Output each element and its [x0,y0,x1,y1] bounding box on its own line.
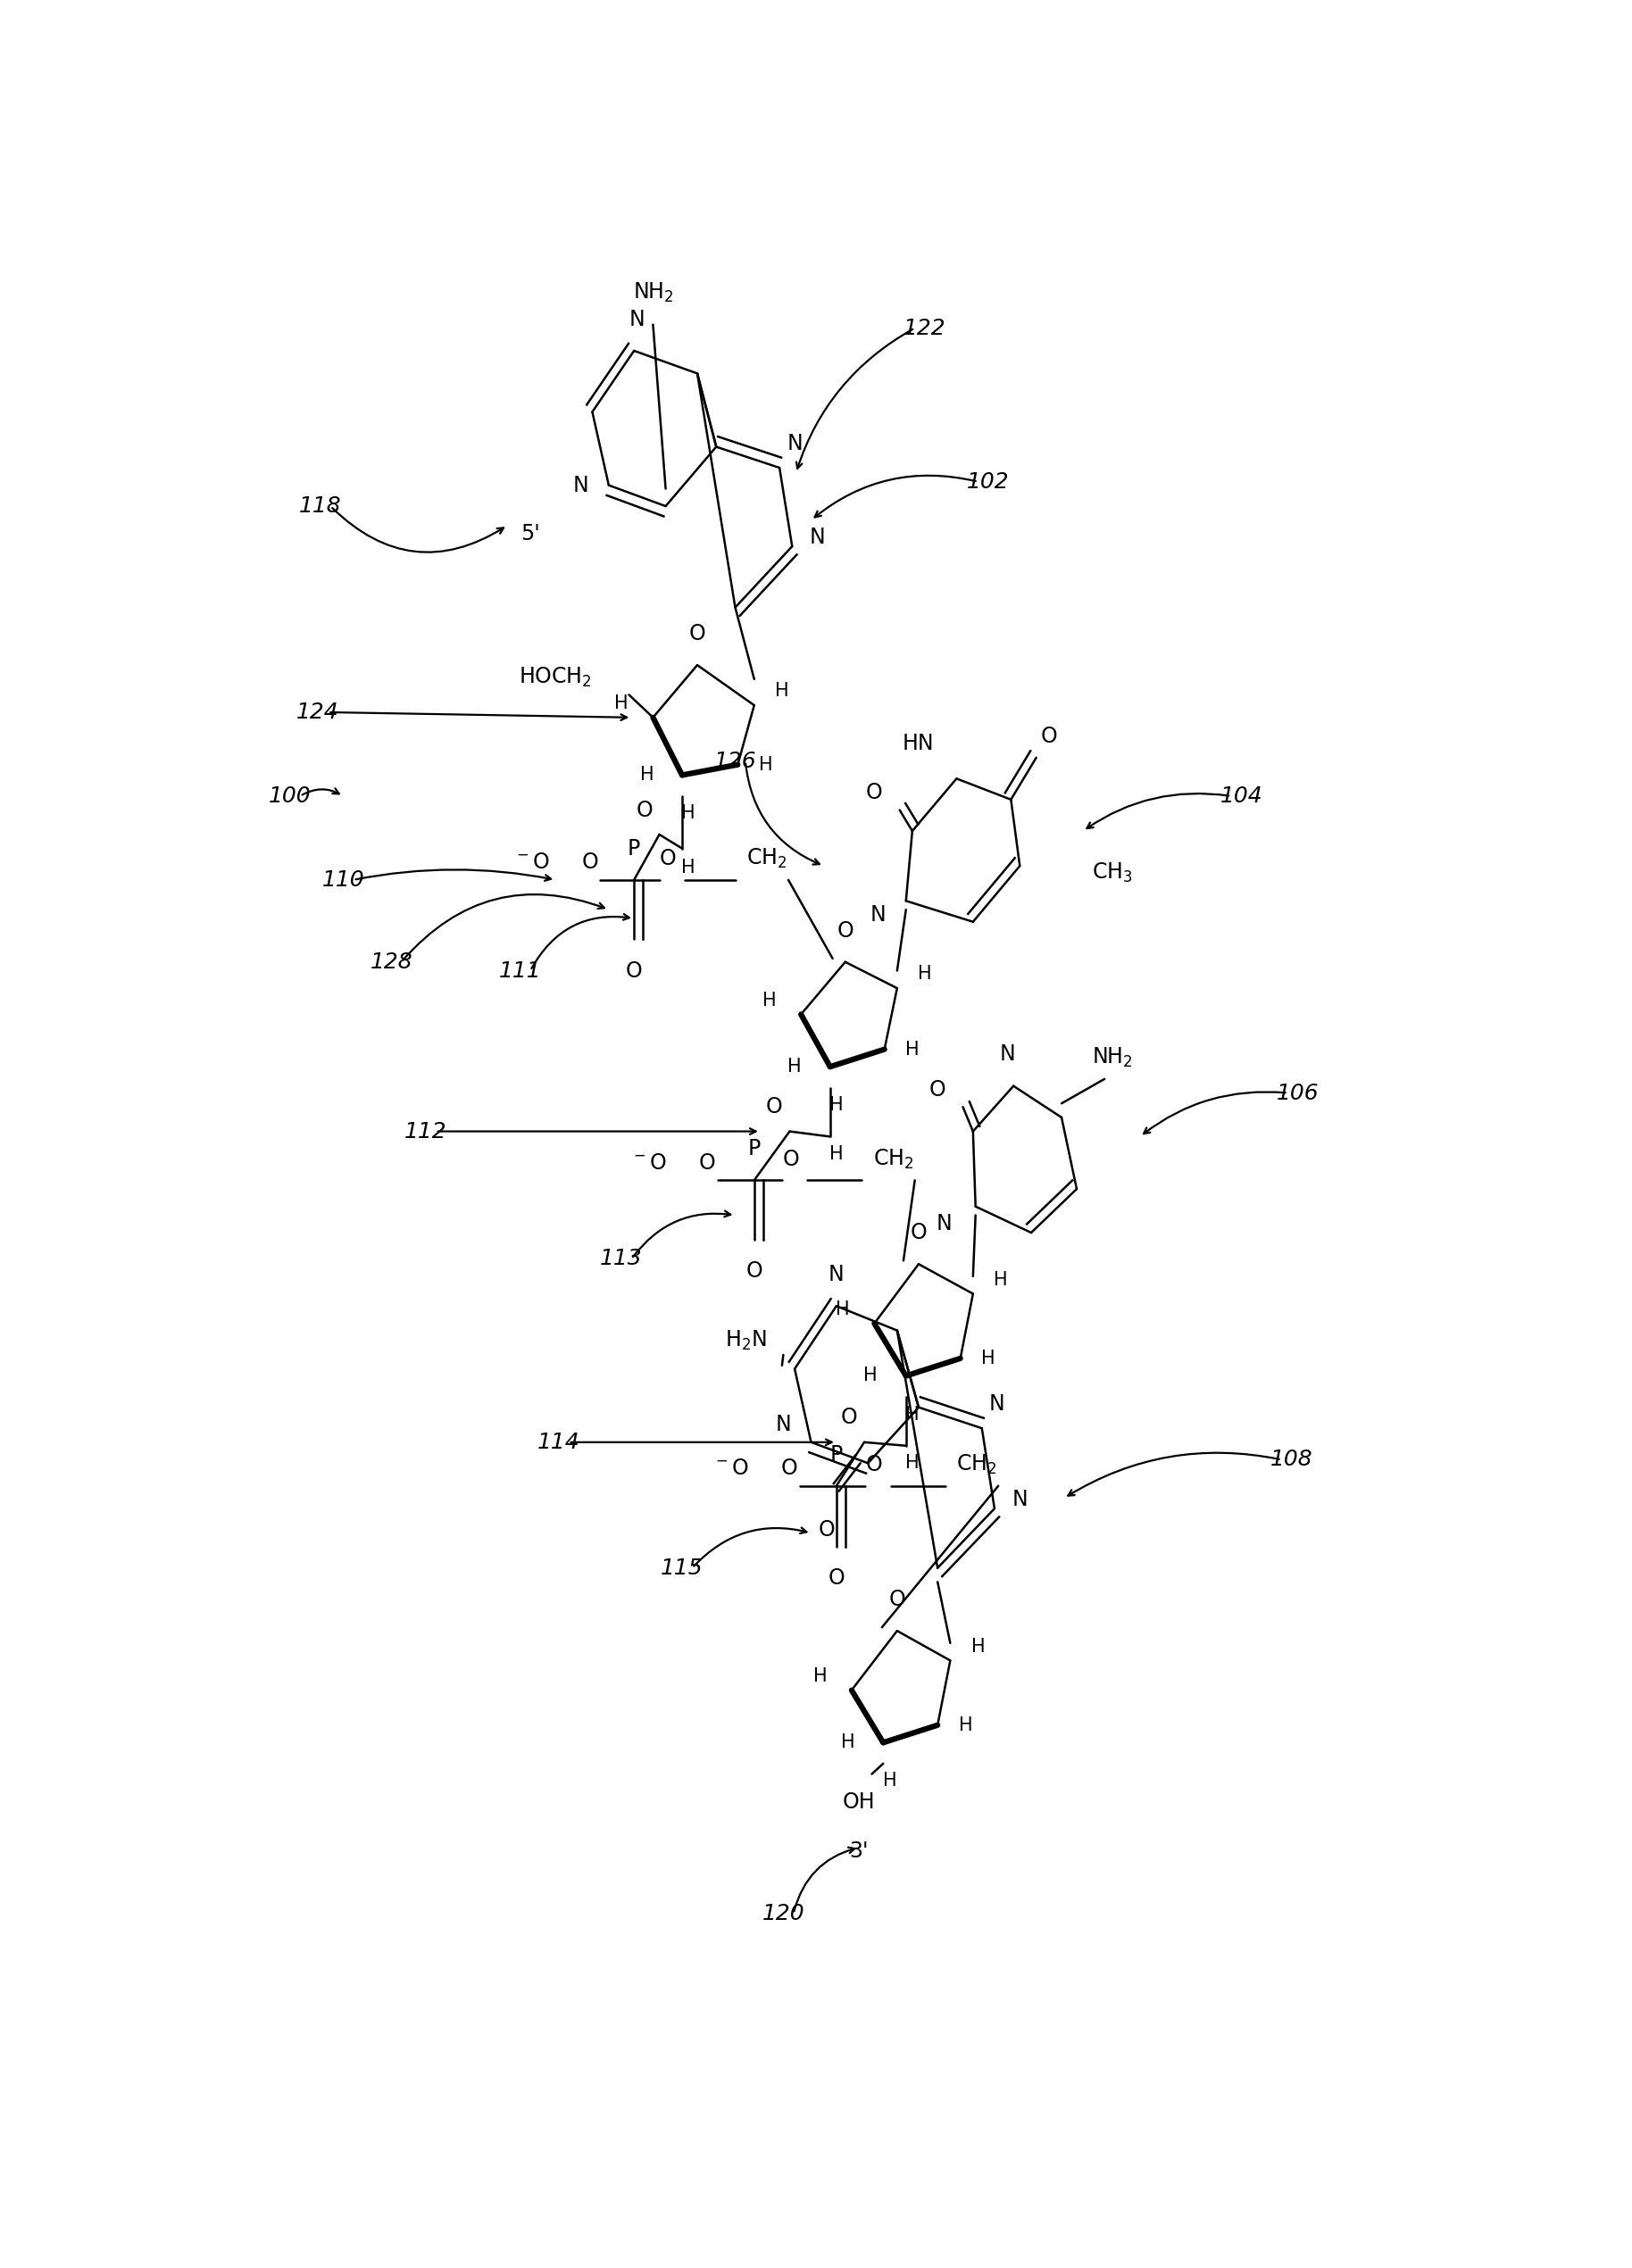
Text: H: H [906,1406,919,1424]
Text: O: O [929,1080,947,1100]
Text: 114: 114 [537,1431,579,1454]
Text: H: H [994,1270,1009,1288]
Text: O: O [782,1458,798,1479]
Text: N: N [809,526,826,549]
Text: NH$_2$: NH$_2$ [633,281,674,304]
Text: N: N [937,1213,951,1234]
Text: H: H [883,1771,896,1789]
Text: $^-$O: $^-$O [630,1152,667,1173]
Text: 5': 5' [521,524,540,544]
Text: H: H [813,1667,827,1685]
Text: O: O [659,848,677,869]
Text: $^-$O: $^-$O [512,853,550,873]
Text: CH$_2$: CH$_2$ [873,1148,914,1170]
Text: O: O [827,1567,845,1590]
Text: 111: 111 [499,959,542,982]
Text: N: N [775,1413,792,1436]
Text: N: N [787,433,803,454]
Text: H: H [775,683,788,701]
Text: H: H [682,805,695,823]
Text: N: N [1012,1490,1028,1510]
Text: 113: 113 [601,1247,643,1270]
Text: H: H [971,1637,986,1656]
Text: O: O [818,1520,834,1540]
Text: O: O [889,1588,906,1610]
Text: P: P [747,1139,761,1159]
Text: H: H [958,1717,973,1735]
Text: O: O [840,1406,857,1429]
Text: 104: 104 [1219,785,1263,807]
Text: HN: HN [902,733,935,755]
Text: N: N [573,474,589,497]
Text: N: N [628,308,645,331]
Text: H$_2$N: H$_2$N [725,1329,765,1352]
Text: H: H [917,966,932,982]
Text: O: O [837,921,854,941]
Text: CH$_2$: CH$_2$ [956,1454,997,1476]
Text: O: O [625,959,643,982]
Text: H: H [614,694,628,712]
Text: O: O [746,1261,762,1281]
Text: 112: 112 [405,1120,447,1143]
Text: O: O [1041,726,1058,748]
Text: O: O [698,1152,716,1173]
Text: HOCH$_2$: HOCH$_2$ [519,665,592,689]
Text: 3': 3' [850,1839,868,1862]
Text: N: N [829,1263,844,1286]
Text: H: H [640,767,654,785]
Text: P: P [831,1445,842,1465]
Text: N: N [999,1043,1015,1066]
Text: 110: 110 [322,869,364,891]
Text: CH$_3$: CH$_3$ [1092,862,1133,885]
Text: O: O [689,624,705,644]
Text: O: O [782,1148,800,1170]
Text: H: H [836,1300,850,1318]
Text: H: H [759,755,772,773]
Text: CH$_2$: CH$_2$ [746,848,787,871]
Text: H: H [762,991,777,1009]
Text: 102: 102 [966,472,1010,492]
Text: N: N [870,905,886,925]
Text: H: H [829,1145,844,1163]
Text: O: O [765,1095,783,1118]
Text: NH$_2$: NH$_2$ [1092,1046,1133,1070]
Text: O: O [867,782,883,803]
Text: O: O [867,1454,883,1476]
Text: OH: OH [842,1792,875,1812]
Text: 115: 115 [661,1558,703,1579]
Text: H: H [682,860,695,878]
Text: O: O [636,798,653,821]
Text: 122: 122 [904,318,947,338]
Text: O: O [581,853,599,873]
Text: 126: 126 [713,751,757,771]
Text: 108: 108 [1270,1449,1314,1470]
Text: $^-$O: $^-$O [713,1458,749,1479]
Text: 120: 120 [762,1903,805,1926]
Text: H: H [906,1454,919,1472]
Text: O: O [911,1222,927,1243]
Text: H: H [840,1733,855,1751]
Text: H: H [788,1057,801,1075]
Text: H: H [906,1041,919,1059]
Text: 128: 128 [370,950,413,973]
Text: N: N [989,1393,1005,1415]
Text: 100: 100 [269,785,312,807]
Text: H: H [829,1095,844,1114]
Text: P: P [628,837,640,860]
Text: 106: 106 [1276,1082,1319,1105]
Text: 118: 118 [299,494,341,517]
Text: 124: 124 [297,701,339,723]
Text: H: H [863,1368,878,1386]
Text: H: H [981,1349,996,1368]
